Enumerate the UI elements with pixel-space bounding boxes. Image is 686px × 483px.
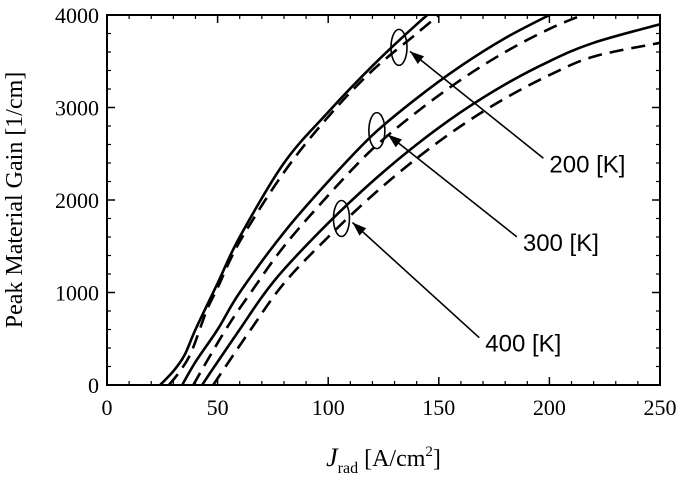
x-axis-label: Jrad [A/cm2] bbox=[326, 443, 441, 477]
plot-frame bbox=[106, 14, 661, 386]
y-tick-label: 4000 bbox=[55, 3, 99, 28]
annotation-label: 200 [K] bbox=[549, 151, 625, 178]
x-tick-label: 200 bbox=[533, 395, 566, 420]
x-axis-label-symbol: J bbox=[326, 443, 339, 472]
annotation-ellipse bbox=[390, 28, 408, 67]
annotation-arrow-line bbox=[387, 133, 518, 238]
ticks-layer: 0 50 100 150 200 250 0 1000 2000 3000 4000 bbox=[55, 3, 677, 420]
series-line-6-dashed bbox=[212, 41, 660, 385]
x-tick-label: 150 bbox=[422, 395, 455, 420]
series-line-2-dashed bbox=[167, 15, 441, 385]
annotation-label: 300 [K] bbox=[523, 230, 599, 257]
x-tick-label: 250 bbox=[644, 395, 677, 420]
series-line-4-dashed bbox=[192, 15, 584, 385]
y-axis-label: Peak Material Gain [1/cm] bbox=[2, 72, 28, 329]
curves-layer bbox=[159, 15, 660, 385]
x-tick-label: 100 bbox=[312, 395, 345, 420]
x-axis-label-superscript: 2 bbox=[425, 444, 433, 460]
y-tick-label: 0 bbox=[88, 373, 99, 398]
annotation-arrowhead bbox=[409, 51, 425, 65]
annotation-ellipse bbox=[332, 199, 351, 238]
annotation-label-background bbox=[518, 228, 623, 259]
annotation-arrowhead bbox=[387, 134, 402, 148]
annotation-label-background bbox=[481, 329, 586, 360]
series-line-5-solid bbox=[201, 23, 660, 385]
x-tick-label: 50 bbox=[207, 395, 229, 420]
y-tick-label: 1000 bbox=[55, 281, 99, 306]
series-line-3-solid bbox=[181, 15, 551, 385]
x-axis-label-close: ] bbox=[433, 446, 441, 472]
y-tick-label: 2000 bbox=[55, 188, 99, 213]
annotation-arrow-line bbox=[409, 50, 544, 159]
x-axis-label-unit: [A/cm bbox=[358, 446, 426, 472]
annotation-arrowhead bbox=[352, 222, 367, 236]
annotation-arrow-line bbox=[351, 221, 480, 339]
annotation-ellipse bbox=[368, 111, 386, 150]
x-axis-label-subscript: rad bbox=[338, 460, 358, 477]
x-tick-label: 0 bbox=[102, 395, 113, 420]
annotation-label: 400 [K] bbox=[485, 331, 561, 358]
annotation-label-background bbox=[545, 150, 650, 181]
annotations-layer: 200 [K] 300 [K] 400 [K] bbox=[332, 28, 650, 360]
series-line-1-solid bbox=[159, 15, 430, 385]
y-tick-label: 3000 bbox=[55, 96, 99, 121]
